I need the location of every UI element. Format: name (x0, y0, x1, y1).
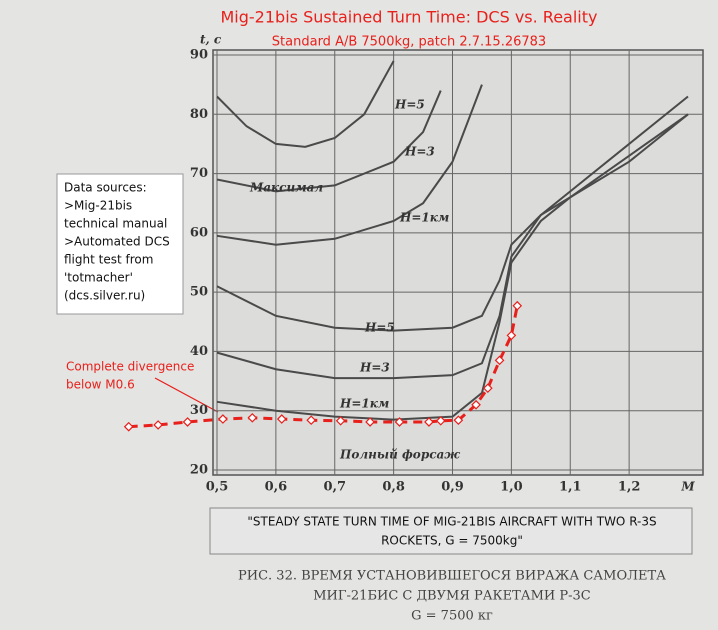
annotation: H=1км (399, 211, 449, 225)
data-point (247, 412, 258, 423)
caption: G = 7500 кг (411, 609, 493, 624)
sources-text: technical manual (64, 217, 167, 231)
data-point (335, 415, 346, 426)
data-point (435, 415, 446, 426)
caption: РИС. 32. ВРЕМЯ УСТАНОВИВШЕГОСЯ ВИРАЖА СА… (238, 569, 666, 584)
annotation-arrow (154, 377, 219, 413)
caption: МИГ-21БИС С ДВУМЯ РАКЕТАМИ Р-3С (313, 589, 591, 604)
plot-frame (212, 49, 704, 476)
y-tick-label: 40 (190, 344, 208, 359)
data-point (506, 330, 517, 341)
x-tick-label: 0,5 (206, 480, 229, 495)
sources-text: 'totmacher' (64, 271, 133, 285)
y-axis-label: t, c (200, 33, 222, 47)
x-axis-label: M (680, 480, 695, 494)
annotation: Максимал (249, 181, 323, 195)
translation-box (209, 507, 693, 555)
y-tick-label: 20 (190, 463, 208, 478)
annotation: H=5 (394, 98, 425, 112)
series-line (216, 84, 483, 246)
x-tick-label: 1,0 (500, 480, 523, 495)
data-point (153, 420, 163, 430)
series-line (216, 113, 689, 332)
x-tick-label: 1,1 (559, 480, 582, 495)
annotation: H=3 (359, 361, 390, 375)
data-point (424, 417, 434, 427)
annotation: Complete divergence (66, 360, 194, 374)
data-point (494, 355, 505, 366)
x-tick-label: 0,6 (265, 480, 288, 495)
y-tick-label: 70 (190, 166, 208, 181)
x-tick-label: 0,7 (323, 480, 346, 495)
x-tick-label: 0,9 (441, 480, 464, 495)
data-point (182, 417, 193, 427)
y-tick-label: 30 (190, 403, 208, 418)
annotation: H=5 (364, 321, 395, 335)
y-tick-label: 90 (190, 48, 208, 63)
series-line (216, 60, 395, 148)
data-point (512, 300, 523, 311)
translation-text: "STEADY STATE TURN TIME OF MIG-21BIS AIR… (247, 515, 656, 529)
data-point (365, 417, 375, 427)
sources-text: (dcs.silver.ru) (64, 289, 145, 303)
sources-text: Data sources: (64, 181, 147, 195)
series-line (128, 305, 519, 429)
data-point (471, 399, 481, 410)
y-tick-label: 50 (190, 285, 208, 300)
y-tick-label: 60 (190, 225, 208, 240)
series-line (216, 90, 442, 193)
sources-text: flight test from (64, 253, 153, 267)
annotation: Полный форсаж (339, 448, 460, 462)
plot-area (213, 50, 703, 475)
sources-text: >Automated DCS (64, 235, 170, 249)
data-point (218, 414, 228, 424)
sources-box (56, 173, 184, 315)
x-tick-label: 1,2 (618, 480, 641, 495)
translation-text: ROCKETS, G = 7500kg" (381, 534, 523, 548)
data-point (453, 415, 464, 426)
data-point (394, 417, 405, 427)
data-point (276, 414, 287, 424)
annotation: H=3 (404, 145, 435, 159)
chart-title: Mig-21bis Sustained Turn Time: DCS vs. R… (221, 8, 598, 27)
chart-subtitle: Standard A/B 7500kg, patch 2.7.15.26783 (272, 35, 546, 50)
annotation: H=1км (339, 397, 389, 411)
y-tick-label: 80 (190, 107, 208, 122)
series-line (216, 95, 689, 380)
sources-text: >Mig-21bis (64, 199, 132, 213)
x-tick-label: 0,8 (382, 480, 405, 495)
data-point (482, 383, 493, 394)
data-point (306, 415, 317, 426)
annotation: below M0.6 (66, 378, 135, 392)
data-point (123, 421, 134, 432)
